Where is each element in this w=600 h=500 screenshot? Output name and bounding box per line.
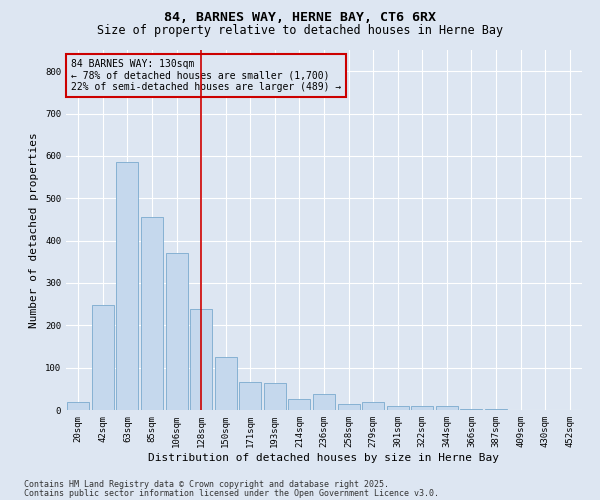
Bar: [289, 400, 310, 410]
Text: Size of property relative to detached houses in Herne Bay: Size of property relative to detached ho…: [97, 24, 503, 37]
Bar: [485, 409, 507, 410]
Bar: [411, 406, 433, 410]
Bar: [116, 162, 139, 410]
Text: Contains public sector information licensed under the Open Government Licence v3: Contains public sector information licen…: [24, 488, 439, 498]
Bar: [436, 406, 458, 410]
Bar: [67, 402, 89, 410]
Bar: [141, 218, 163, 410]
Bar: [313, 394, 335, 410]
Bar: [460, 408, 482, 410]
Y-axis label: Number of detached properties: Number of detached properties: [29, 132, 40, 328]
Bar: [215, 357, 237, 410]
X-axis label: Distribution of detached houses by size in Herne Bay: Distribution of detached houses by size …: [149, 452, 499, 462]
Bar: [338, 404, 359, 410]
Bar: [386, 406, 409, 410]
Text: 84 BARNES WAY: 130sqm
← 78% of detached houses are smaller (1,700)
22% of semi-d: 84 BARNES WAY: 130sqm ← 78% of detached …: [71, 59, 341, 92]
Bar: [362, 402, 384, 410]
Bar: [92, 305, 114, 410]
Bar: [166, 254, 188, 410]
Bar: [190, 309, 212, 410]
Bar: [239, 382, 262, 410]
Bar: [264, 384, 286, 410]
Text: 84, BARNES WAY, HERNE BAY, CT6 6RX: 84, BARNES WAY, HERNE BAY, CT6 6RX: [164, 11, 436, 24]
Text: Contains HM Land Registry data © Crown copyright and database right 2025.: Contains HM Land Registry data © Crown c…: [24, 480, 389, 489]
